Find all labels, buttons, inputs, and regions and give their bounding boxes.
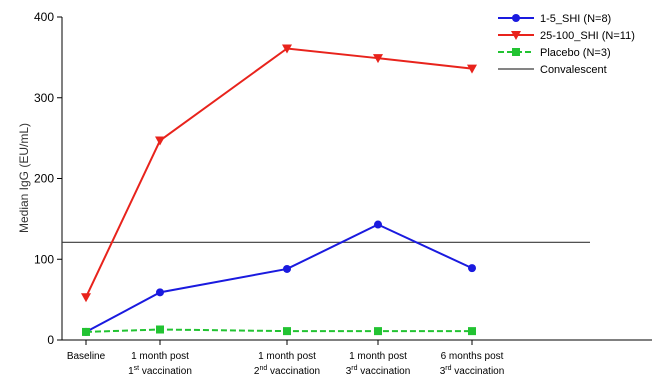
legend-label: 25-100_SHI (N=11) [540, 30, 635, 42]
x-tick-label-line2: 1st vaccination [128, 365, 192, 377]
data-point [467, 64, 477, 74]
x-tick-label-line2: 3rd vaccination [440, 365, 505, 377]
data-point [373, 54, 383, 64]
y-tick-label: 400 [34, 10, 54, 24]
legend-label: Convalescent [540, 64, 607, 76]
series-line [85, 223, 473, 333]
series-line [85, 47, 473, 298]
data-point [374, 327, 382, 336]
series-layer [81, 44, 477, 336]
legend-item: Placebo (N=3) [498, 47, 611, 59]
series-0 [82, 220, 476, 336]
data-point [283, 264, 291, 273]
data-point [282, 44, 292, 54]
data-point [156, 288, 164, 297]
y-tick-label: 100 [34, 252, 54, 266]
data-point [468, 327, 476, 336]
x-tick-label-rest: vaccination [267, 366, 320, 377]
x-tick-ordinal-suffix: rd [445, 365, 451, 372]
data-point [81, 293, 91, 303]
x-tick-label: Baseline [67, 351, 106, 362]
legend-marker [512, 14, 520, 22]
legend-label: Placebo (N=3) [540, 47, 611, 59]
x-tick-ordinal-suffix: rd [351, 365, 357, 372]
x-tick-ordinal-suffix: nd [259, 365, 267, 372]
legend-item: Convalescent [498, 64, 607, 76]
series-2 [82, 325, 476, 336]
data-point [283, 327, 291, 336]
legend: 1-5_SHI (N=8) 25-100_SHI (N=11) Placebo (N… [498, 13, 635, 76]
x-tick-label-line2: 2nd vaccination [254, 365, 320, 377]
y-tick-label: 300 [34, 91, 54, 105]
data-point [374, 220, 382, 229]
data-point [156, 325, 164, 334]
y-tick-label: 0 [47, 333, 54, 347]
legend-label: 1-5_SHI (N=8) [540, 13, 611, 25]
legend-item: 1-5_SHI (N=8) [498, 13, 611, 25]
data-point [468, 264, 476, 273]
legend-marker [512, 48, 520, 56]
series-line [85, 328, 472, 333]
x-tick-ordinal: 2 [254, 366, 260, 377]
legend-marker [511, 31, 521, 40]
x-tick-label-rest: vaccination [357, 366, 410, 377]
x-tick-label: 1 month post [349, 351, 407, 362]
x-tick-ordinal: 3 [346, 366, 352, 377]
x-tick-label-rest: vaccination [451, 366, 504, 377]
data-point [155, 136, 165, 146]
series-1 [81, 44, 477, 303]
data-point [82, 327, 90, 336]
x-tick-ordinal: 1 [128, 366, 134, 377]
x-tick-label: 6 months post [441, 351, 504, 362]
legend-item: 25-100_SHI (N=11) [498, 30, 635, 42]
x-tick-label: 1 month post [131, 351, 189, 362]
axes: 0 100 200 300 400 Baseline 1 month post 1st vac… [34, 10, 652, 377]
x-tick-label-line2: 3rd vaccination [346, 365, 411, 377]
x-tick-ordinal-suffix: st [134, 365, 140, 372]
y-tick-label: 200 [34, 172, 54, 186]
x-tick-ordinal: 3 [440, 366, 446, 377]
y-axis-label: Median IgG (EU/mL) [17, 123, 31, 233]
x-tick-label: 1 month post [258, 351, 316, 362]
x-tick-label-rest: vaccination [139, 366, 192, 377]
